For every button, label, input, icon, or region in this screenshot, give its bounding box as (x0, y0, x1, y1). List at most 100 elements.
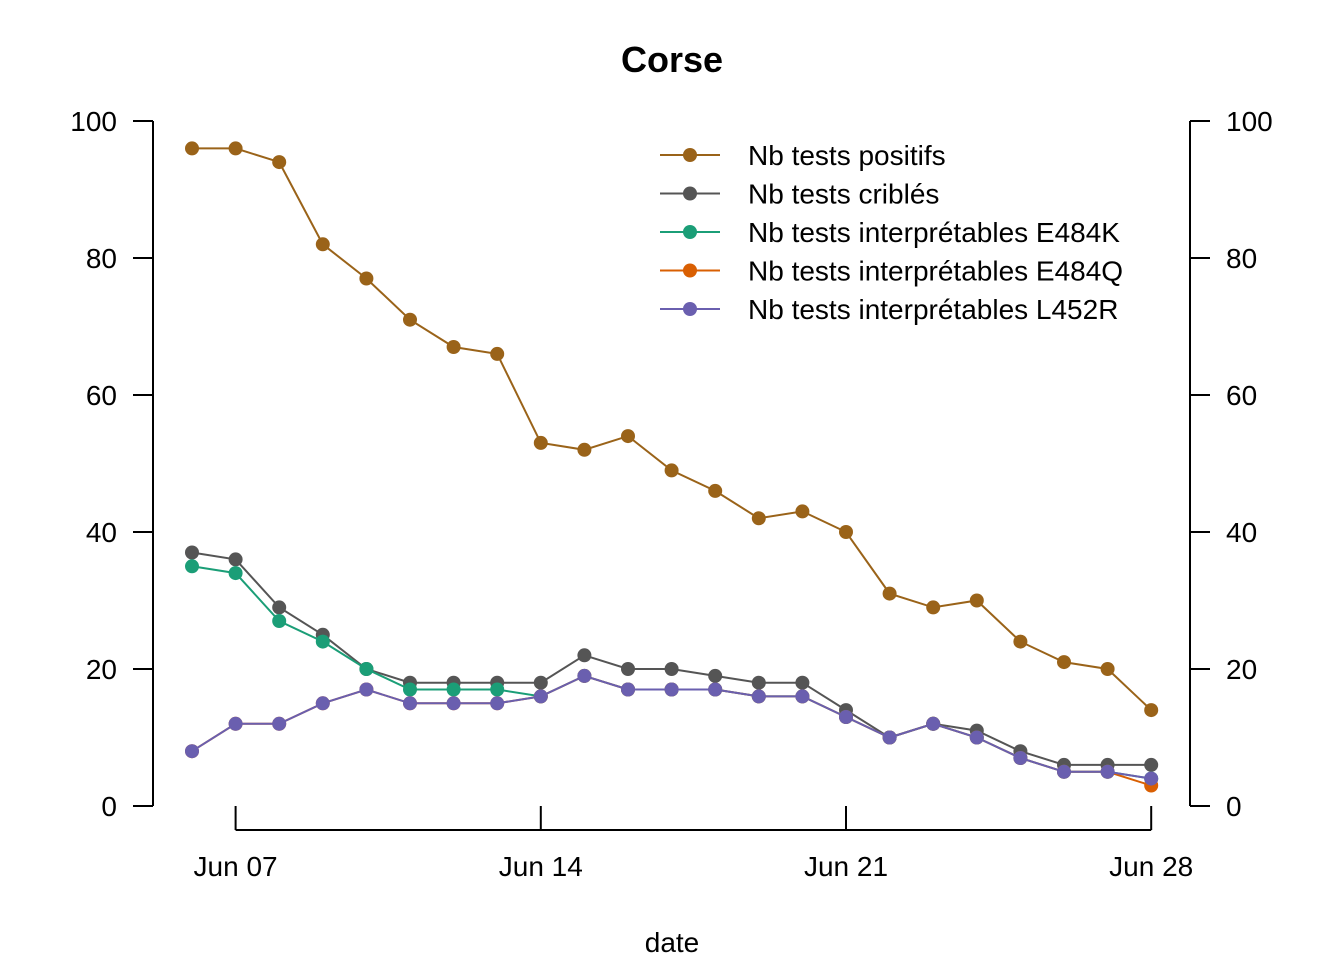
data-point (490, 682, 505, 697)
data-point (664, 682, 679, 697)
data-point (1100, 662, 1115, 676)
y-tick-label-left: 100 (70, 106, 117, 137)
data-point (664, 463, 679, 478)
data-point (272, 614, 287, 628)
data-point (926, 600, 941, 615)
data-point (1100, 764, 1115, 779)
data-point (185, 141, 199, 156)
data-point (228, 566, 243, 581)
series-2 (185, 545, 1159, 772)
data-point (751, 511, 766, 526)
data-point (708, 682, 723, 697)
legend-label: Nb tests interprétables E484Q (748, 256, 1123, 287)
data-point (228, 141, 243, 156)
y-tick-label-right: 0 (1226, 791, 1242, 822)
legend-entry: Nb tests interprétables L452R (660, 294, 1118, 325)
y-tick-label-left: 80 (86, 243, 117, 274)
data-point (751, 689, 766, 704)
data-point (446, 682, 461, 697)
data-point (446, 340, 461, 354)
data-point (926, 716, 941, 731)
y-tick-label-left: 40 (86, 517, 117, 548)
legend-marker (683, 263, 697, 278)
data-point (621, 662, 635, 676)
data-point (708, 483, 723, 498)
legend-label: Nb tests interprétables L452R (748, 294, 1118, 325)
x-tick-label: Jun 28 (1109, 851, 1193, 882)
legend-entry: Nb tests positifs (660, 140, 946, 171)
data-point (228, 552, 243, 567)
data-point (359, 271, 374, 286)
data-point (403, 696, 417, 711)
data-point (621, 682, 635, 697)
data-point (185, 559, 199, 574)
axes (133, 120, 1210, 831)
data-point (185, 545, 199, 560)
series-5 (185, 668, 1159, 786)
data-point (359, 682, 374, 697)
y-tick-label-right: 80 (1226, 243, 1257, 274)
x-tick-label: Jun 07 (194, 851, 278, 882)
data-point (1144, 703, 1159, 718)
data-point (839, 710, 853, 724)
x-tick-label: Jun 14 (499, 851, 583, 882)
data-point (1144, 757, 1159, 772)
data-point (490, 696, 505, 711)
data-point (315, 696, 330, 711)
data-point (533, 435, 548, 450)
series-line (191, 551, 1152, 766)
data-point (969, 593, 984, 608)
data-point (969, 730, 984, 745)
data-point (272, 155, 287, 170)
legend-marker (683, 148, 697, 162)
data-point (228, 716, 243, 731)
data-point (1144, 771, 1159, 786)
data-point (577, 442, 592, 457)
y-tick-label-left: 20 (86, 654, 117, 685)
data-point (315, 634, 330, 649)
data-point (403, 312, 417, 327)
data-point (359, 662, 374, 676)
y-tick-label-right: 20 (1226, 654, 1257, 685)
data-point (882, 586, 897, 601)
series-1 (185, 141, 1159, 718)
data-point (533, 689, 548, 704)
legend-label: Nb tests criblés (748, 179, 939, 210)
data-point (1057, 655, 1071, 670)
data-point (882, 730, 897, 745)
data-point (403, 682, 417, 697)
chart-title: Corse (621, 39, 723, 80)
data-point (708, 668, 723, 683)
data-point (1057, 764, 1071, 779)
data-point (751, 675, 766, 690)
data-point (272, 716, 287, 731)
data-point (577, 648, 592, 663)
series-layer (185, 141, 1159, 793)
y-tick-label-left: 60 (86, 380, 117, 411)
data-point (795, 504, 810, 519)
data-point (272, 600, 287, 615)
data-point (839, 525, 853, 539)
data-point (621, 429, 635, 444)
y-tick-label-right: 100 (1226, 106, 1273, 137)
y-tick-label-left: 0 (101, 791, 117, 822)
legend-marker (683, 302, 697, 316)
legend-marker (683, 186, 697, 201)
y-tick-label-right: 40 (1226, 517, 1257, 548)
x-tick-label: Jun 21 (804, 851, 888, 882)
legend-entry: Nb tests interprétables E484K (660, 217, 1120, 248)
tick-labels: 0 20 40 60 80 100 0 20 40 60 80 100 Jun 07 Jun 14 Jun … (70, 106, 1272, 882)
data-point (577, 668, 592, 683)
data-point (490, 346, 505, 361)
data-point (315, 237, 330, 252)
data-point (1013, 751, 1028, 765)
legend: Nb tests positifs Nb tests criblés Nb test… (660, 140, 1123, 325)
legend-marker (683, 225, 697, 239)
data-point (446, 696, 461, 711)
data-point (664, 662, 679, 676)
legend-label: Nb tests interprétables E484K (748, 217, 1120, 248)
data-point (795, 675, 810, 690)
y-tick-label-right: 60 (1226, 380, 1257, 411)
legend-entry: Nb tests criblés (660, 179, 939, 210)
